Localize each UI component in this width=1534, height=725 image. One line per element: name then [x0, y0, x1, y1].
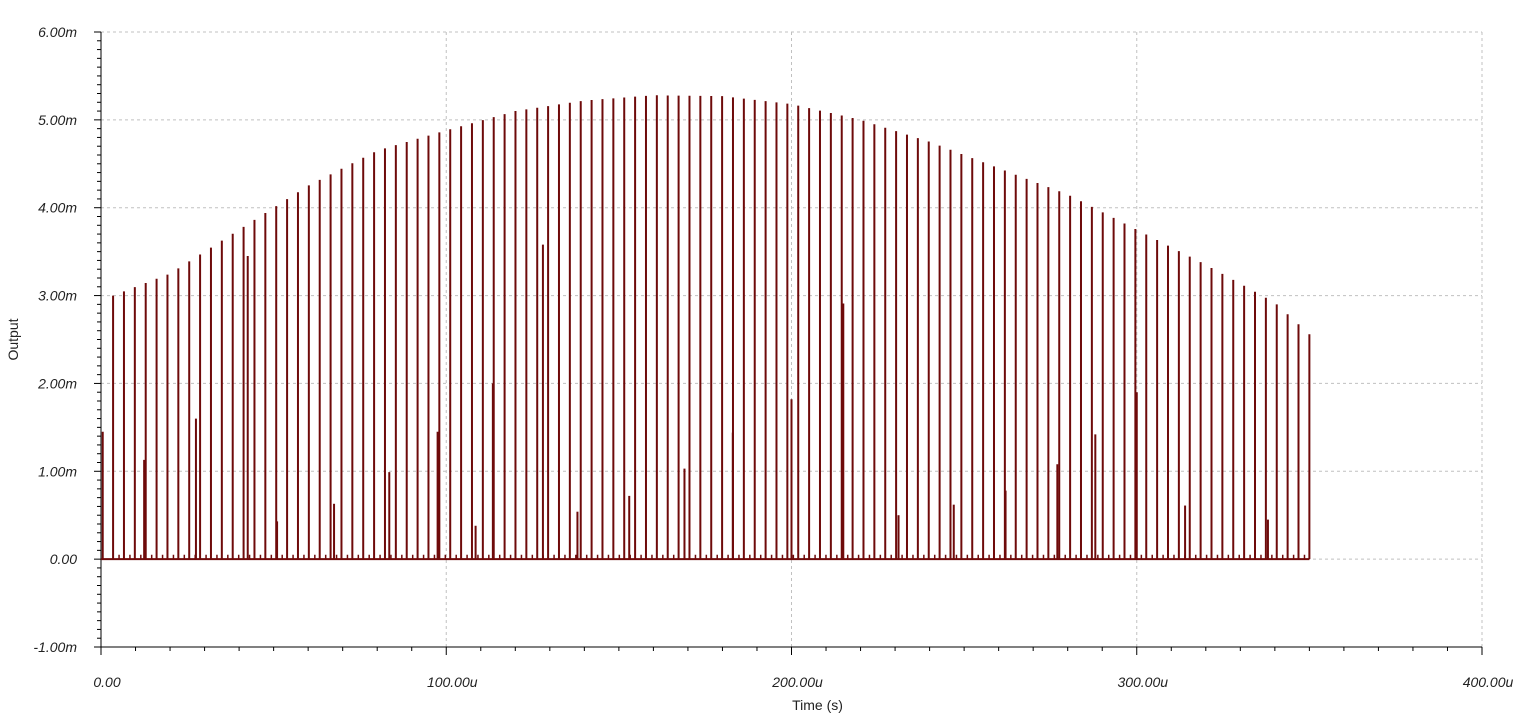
y-tick-label: 4.00m [38, 200, 77, 216]
x-tick-label: 400.00u [1463, 674, 1514, 690]
axes [94, 31, 1483, 655]
y-tick-label: 1.00m [38, 463, 77, 479]
y-tick-label: 3.00m [38, 288, 77, 304]
x-tick-label: 100.00u [427, 674, 478, 690]
x-axis-label: Time (s) [792, 697, 843, 713]
y-tick-label: 2.00m [37, 375, 77, 391]
tick-labels: -1.00m 0.00 1.00m 2.00m 3.00m 4.00m 5.00m 6.00m… [33, 24, 1513, 690]
y-axis-label: Output [5, 318, 21, 360]
y-tick-label: 6.00m [38, 24, 77, 40]
x-tick-label: 200.00u [771, 674, 823, 690]
y-tick-label: 5.00m [38, 112, 77, 128]
x-tick-label: 0.00 [93, 674, 120, 690]
series-output [101, 95, 1311, 561]
y-tick-label: -1.00m [33, 639, 77, 655]
x-tick-label: 300.00u [1117, 674, 1168, 690]
y-tick-label: 0.00 [50, 551, 77, 567]
